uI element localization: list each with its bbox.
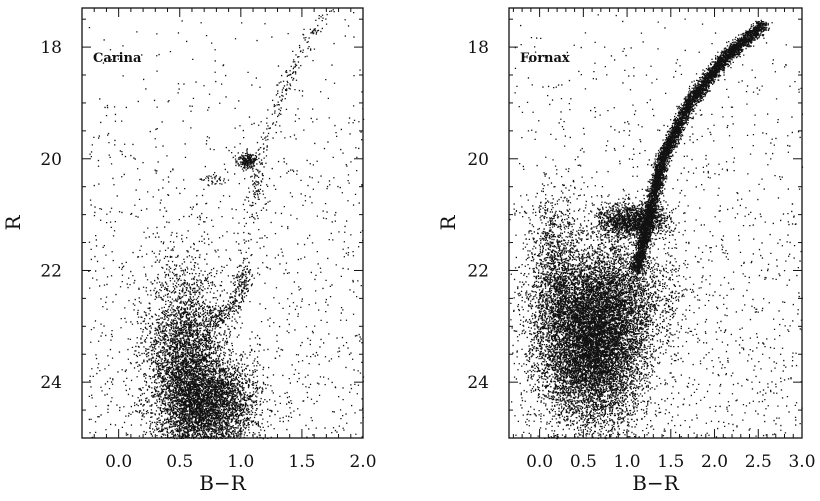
x-tick-label: 1.5 xyxy=(288,452,315,472)
x-axis-title: B−R xyxy=(632,471,679,495)
y-tick-label: 18 xyxy=(40,38,62,58)
y-tick-label: 24 xyxy=(467,373,489,393)
y-axis-title: R xyxy=(1,215,25,231)
x-tick-label: 1.0 xyxy=(227,452,254,472)
y-tick-label: 22 xyxy=(40,261,62,281)
x-tick-label: 2.5 xyxy=(745,452,772,472)
x-tick-label: 0.0 xyxy=(105,452,132,472)
x-tick-label: 2.0 xyxy=(701,452,728,472)
y-axis-title: R xyxy=(436,215,460,231)
fornax-panel: 0.0 0.5 1.0 1.5 2.0 2.5 3.0 18 20 22 24 B−R R Fornax xyxy=(436,7,816,495)
star-points xyxy=(509,14,804,440)
star-markers xyxy=(509,14,804,440)
x-tick-label: 0.0 xyxy=(526,452,553,472)
panel-label: Fornax xyxy=(520,51,570,66)
x-tick-label: 1.0 xyxy=(614,452,641,472)
y-tick-label: 20 xyxy=(467,150,489,170)
x-tick-label: 2.0 xyxy=(349,452,376,472)
x-tick-label: 0.5 xyxy=(570,452,597,472)
plot-frame xyxy=(508,7,803,439)
y-tick-label: 18 xyxy=(467,38,489,58)
plot-frame xyxy=(81,7,364,439)
y-tick-label: 22 xyxy=(467,261,489,281)
star-points xyxy=(88,9,365,440)
star-markers xyxy=(88,9,365,440)
panel-label: Carina xyxy=(93,51,142,66)
y-tick-label: 20 xyxy=(40,150,62,170)
x-tick-label: 3.0 xyxy=(788,452,815,472)
x-tick-label: 0.5 xyxy=(166,452,193,472)
carina-panel: 0.0 0.5 1.0 1.5 2.0 18 20 22 24 B−R R Carina xyxy=(1,7,377,495)
x-tick-label: 1.5 xyxy=(657,452,684,472)
y-tick-label: 24 xyxy=(40,373,62,393)
x-axis-title: B−R xyxy=(199,471,246,495)
